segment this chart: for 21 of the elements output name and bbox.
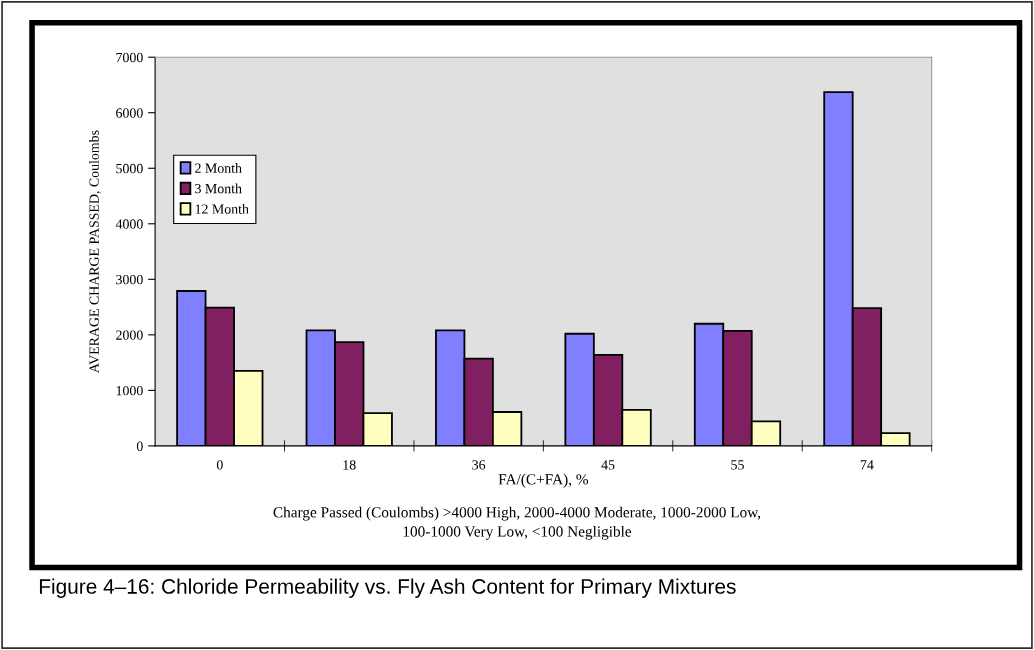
y-axis-title: AVERAGE CHARGE PASSED, Coulombs	[89, 130, 101, 373]
legend-label: 2 Month	[195, 163, 242, 173]
y-tick-label: 6000	[116, 108, 143, 118]
y-tick-label: 1000	[116, 385, 143, 396]
x-tick-label: 18	[343, 460, 356, 470]
x-tick-label: 45	[601, 460, 615, 470]
text: Charge Passed (Coulombs) >4000 High, 2000-4000 Moderate, 1000-2000 Low, 100-1000 Very Low, <100 Negligible	[273, 506, 761, 540]
y-tick-label: 4000	[115, 219, 143, 229]
x-tick-label: 0	[216, 460, 223, 470]
y-tick-label: 2000	[116, 330, 143, 340]
y-tick-label: 0	[136, 441, 143, 451]
text: Figure 4–16: Chloride Permeability vs. Fly Ash Content for Primary Mixtures	[39, 578, 736, 598]
x-tick-label: 55	[731, 460, 744, 470]
y-tick-label: 5000	[116, 163, 143, 174]
y-tick-label: 7000	[116, 52, 143, 63]
x-tick-label: 74	[860, 460, 874, 470]
x-tick-label: 36	[472, 460, 486, 470]
legend-label: 12 Month	[195, 203, 249, 214]
y-tick-label: 3000	[116, 274, 143, 285]
legend-label: 3 Month	[195, 183, 242, 194]
x-axis-title: FA/(C+FA), %	[498, 473, 589, 488]
